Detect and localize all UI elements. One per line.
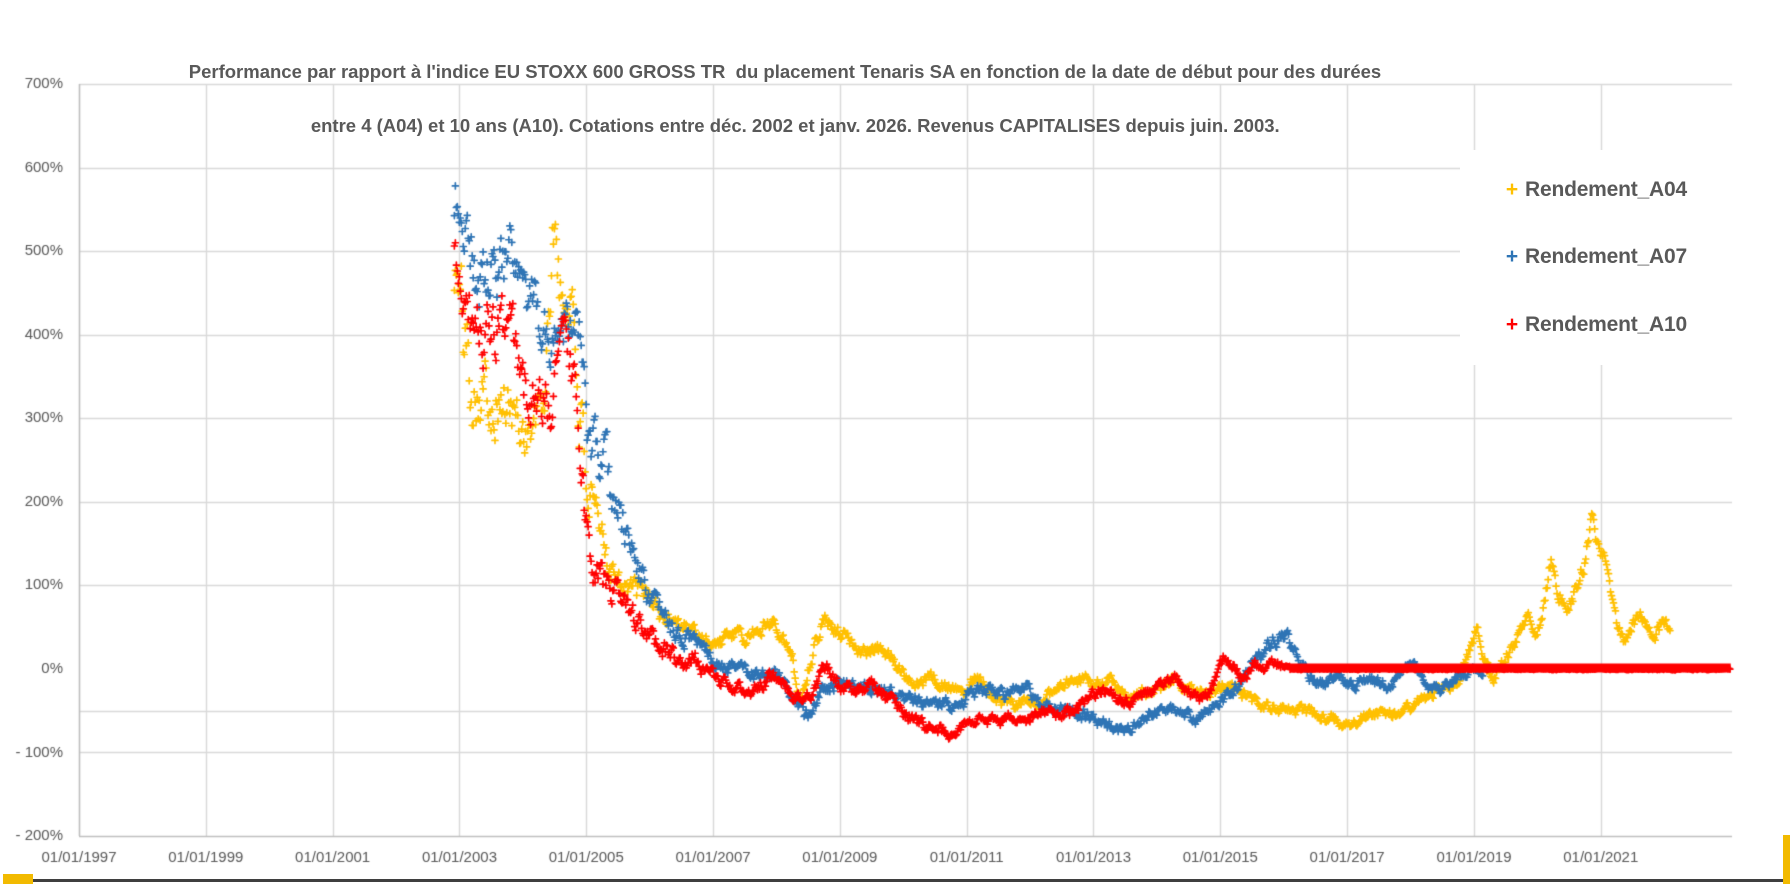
bottom-border-line [33,879,1783,882]
legend-label: Rendement_A04 [1525,178,1687,201]
chart-legend: + Rendement_A04 + Rendement_A07 + Rendem… [1460,150,1735,365]
gold-accent-bottom-right [1783,835,1790,884]
gold-accent-bottom-left [3,874,33,884]
chart-title-line2: entre 4 (A04) et 10 ans (A10). Cotations… [310,115,1280,136]
chart-title-line1: Performance par rapport à l'indice EU ST… [188,61,1382,82]
legend-item-rendement-a07: + Rendement_A07 [1460,241,1735,273]
legend-label: Rendement_A10 [1525,313,1687,336]
plus-marker-icon: + [1505,178,1519,201]
chart-title: Performance par rapport à l'indice EU ST… [80,58,1490,166]
plus-marker-icon: + [1505,245,1519,268]
legend-item-rendement-a04: + Rendement_A04 [1460,174,1735,206]
legend-item-rendement-a10: + Rendement_A10 [1460,309,1735,341]
plus-marker-icon: + [1505,313,1519,336]
legend-label: Rendement_A07 [1525,245,1687,268]
